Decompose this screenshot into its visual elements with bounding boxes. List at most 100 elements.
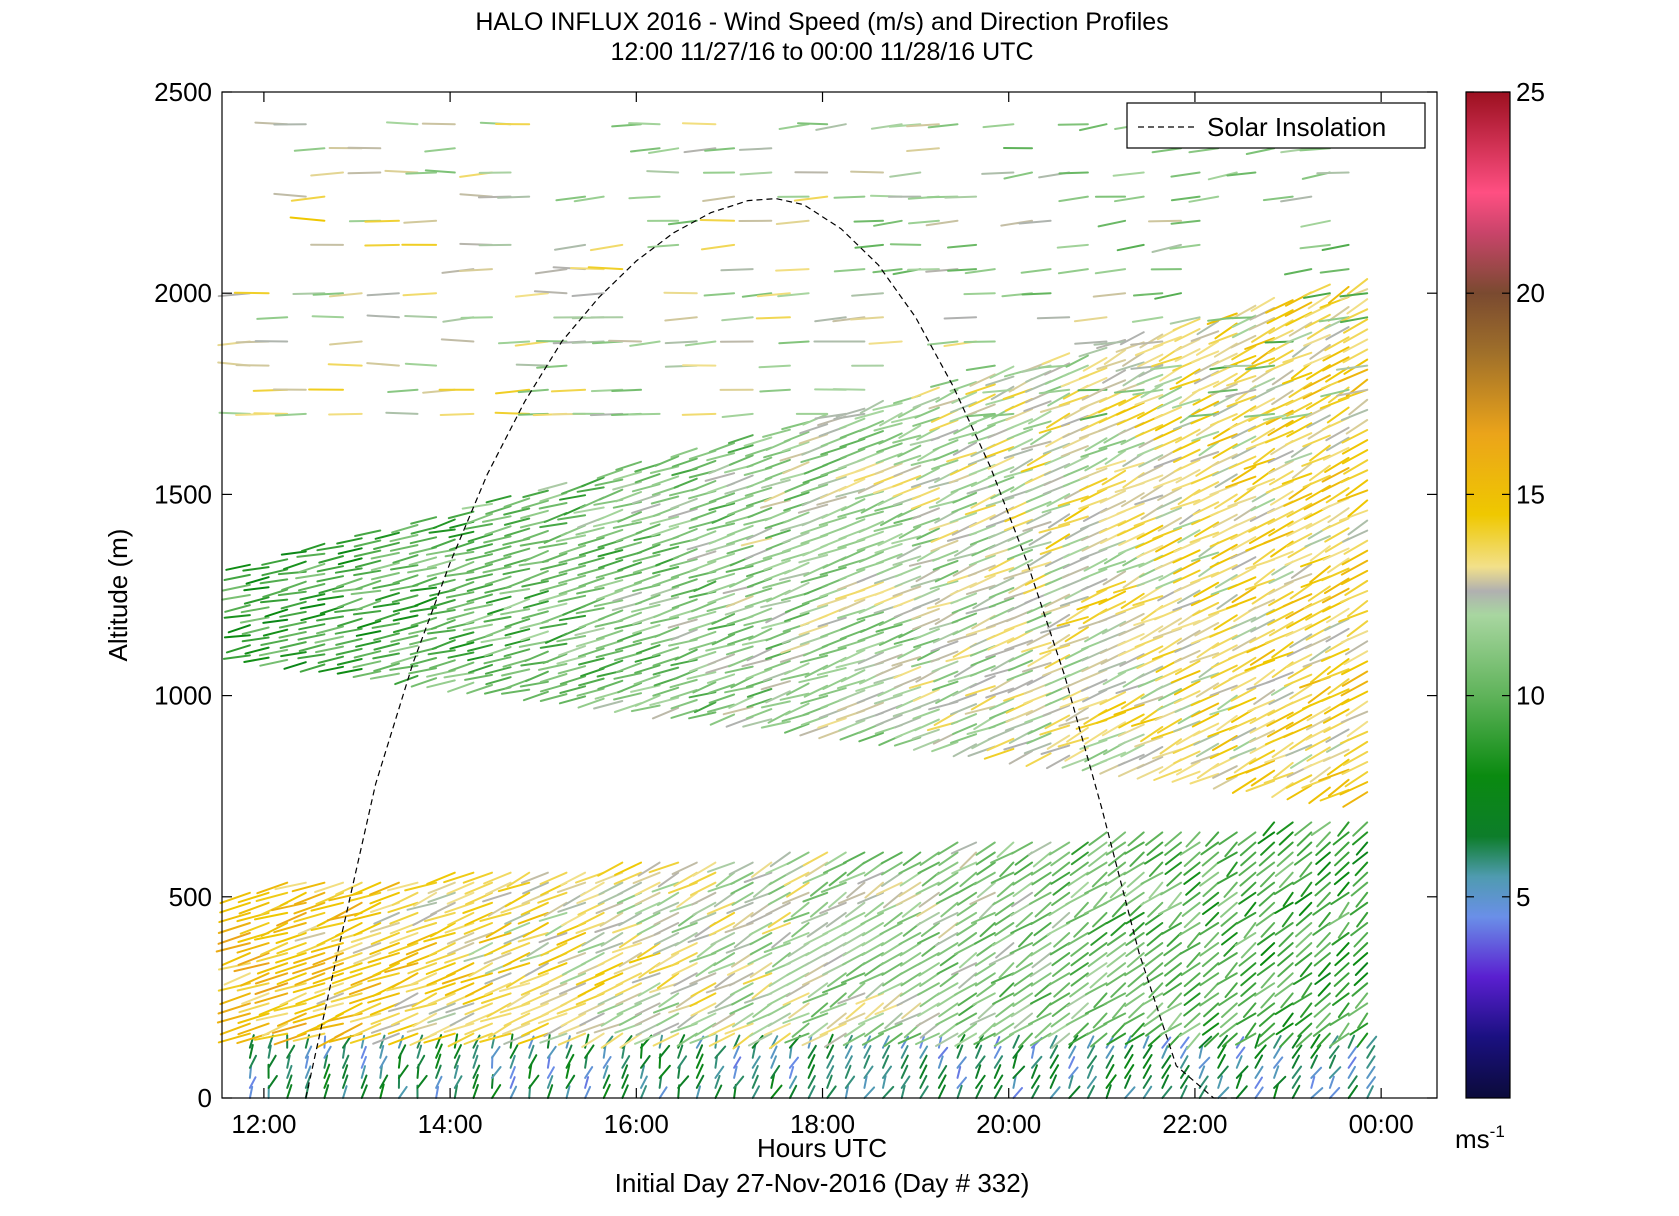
wind-vector [739, 147, 773, 151]
wind-vector [1167, 992, 1182, 1009]
wind-vector [1028, 891, 1052, 905]
wind-vector [1012, 1075, 1017, 1089]
wind-vector [676, 891, 698, 908]
wind-vector [880, 942, 903, 957]
wind-vector [557, 1032, 587, 1046]
wind-vector [1314, 972, 1331, 985]
wind-vector [1246, 478, 1276, 491]
wind-vector [1281, 472, 1313, 485]
wind-vector [883, 992, 903, 1010]
wind-vector [1217, 1043, 1227, 1059]
wind-vector [464, 523, 493, 530]
wind-vector [243, 586, 270, 592]
wind-vector [1322, 708, 1350, 724]
wind-vector [989, 707, 1015, 720]
wind-vector [1214, 473, 1238, 489]
wind-vector [335, 647, 363, 656]
wind-vector [472, 1054, 479, 1069]
wind-vector [690, 881, 717, 896]
wind-vector [483, 535, 512, 544]
wind-vector [1130, 1022, 1145, 1038]
wind-vector [1018, 1032, 1033, 1049]
wind-vector [223, 634, 251, 639]
wind-vector [1303, 595, 1331, 610]
wind-vector [1025, 500, 1052, 513]
wind-vector [503, 507, 531, 516]
wind-vector [522, 529, 549, 541]
wind-vector [724, 1022, 754, 1035]
wind-vector [1005, 709, 1033, 723]
wind-vector [497, 962, 531, 974]
wind-vector [334, 567, 363, 574]
wind-vector [427, 1012, 456, 1024]
wind-vector [1201, 1022, 1220, 1036]
wind-vector [1174, 328, 1201, 343]
wind-vector [546, 1055, 551, 1069]
wind-vector [256, 881, 289, 895]
wind-vector [1140, 871, 1164, 885]
wind-vector [1221, 1002, 1238, 1018]
wind-vector [648, 147, 680, 154]
wind-vector [1067, 871, 1089, 887]
wind-vector [1243, 457, 1276, 470]
wind-vector [1295, 942, 1313, 958]
wind-vector [818, 646, 847, 657]
wind-vector [267, 1075, 278, 1089]
wind-vector [355, 640, 382, 648]
wind-vector [988, 476, 1015, 488]
wind-vector [485, 676, 512, 686]
wind-vector [1339, 590, 1369, 603]
wind-vector [765, 901, 791, 916]
wind-vector [859, 621, 884, 633]
wind-vector [1087, 952, 1108, 968]
wind-vector [993, 1074, 1004, 1089]
wind-vector [929, 419, 959, 432]
wind-vector [1010, 922, 1033, 934]
wind-vector [392, 624, 419, 634]
wind-vector [1068, 1045, 1077, 1059]
wind-vector [863, 1054, 871, 1069]
wind-vector [762, 549, 791, 560]
wind-vector [1195, 682, 1220, 698]
wind-vector [537, 481, 568, 492]
wind-vector [614, 571, 642, 580]
wind-vector [316, 625, 344, 635]
wind-vector [429, 922, 456, 938]
wind-vector [1189, 531, 1220, 544]
wind-vector [930, 378, 959, 388]
wind-vector [1093, 340, 1127, 346]
wind-vector [969, 1012, 996, 1026]
wind-vector [844, 1075, 856, 1089]
wind-vector [1337, 1022, 1350, 1040]
wind-vector [238, 901, 270, 915]
wind-vector [1134, 635, 1164, 648]
wind-vector [479, 1032, 512, 1043]
wind-vector [681, 122, 717, 126]
wind-vector [528, 1044, 535, 1059]
wind-vector [1322, 356, 1350, 372]
wind-vector [1191, 702, 1220, 718]
wind-vector [409, 972, 438, 986]
wind-vector [791, 1022, 810, 1038]
wind-vector [708, 502, 736, 511]
wind-vector [538, 542, 568, 549]
wind-vector [1334, 962, 1350, 977]
wind-vector [1095, 459, 1127, 471]
wind-vector [520, 901, 549, 916]
wind-vector [539, 582, 568, 592]
wind-vector [873, 219, 903, 227]
wind-vector [1126, 871, 1145, 888]
wind-vector [498, 340, 531, 345]
wind-vector [1180, 1036, 1190, 1049]
wind-vector [987, 637, 1015, 651]
wind-vector [467, 533, 493, 543]
wind-vector [743, 871, 773, 883]
wind-vector [1291, 1044, 1303, 1059]
wind-vector [1113, 388, 1145, 394]
wind-vector [898, 932, 922, 946]
wind-vector [667, 618, 698, 629]
wind-vector [858, 731, 884, 743]
wind-vector [938, 1002, 959, 1018]
wind-vector [628, 195, 661, 200]
wind-vector [421, 122, 456, 126]
